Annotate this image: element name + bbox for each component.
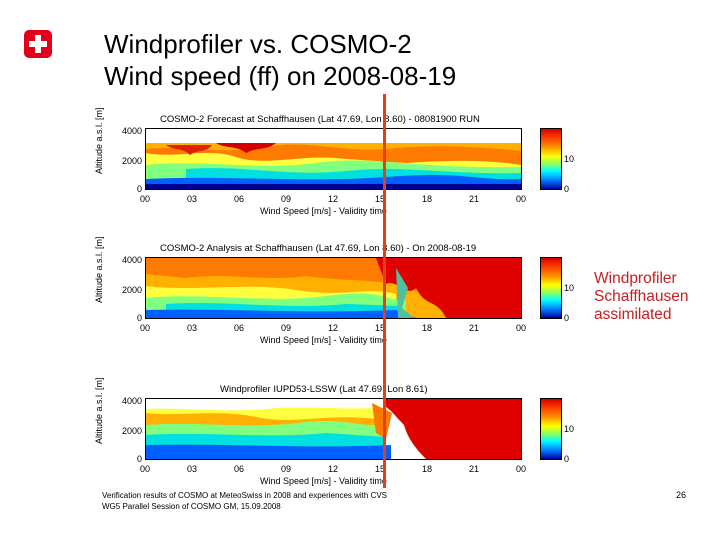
- x-tick: 00: [515, 194, 526, 204]
- x-tick: 18: [421, 194, 432, 204]
- x-tick: 09: [280, 323, 291, 333]
- y-axis-label: Altitude a.s.l. [m]: [94, 236, 104, 303]
- x-tick: 12: [327, 323, 338, 333]
- x-tick: 15: [374, 194, 385, 204]
- analysis-contour-plot: [145, 257, 522, 319]
- x-tick: 12: [327, 464, 338, 474]
- y-tick: 2000: [121, 426, 142, 436]
- x-tick: 21: [468, 323, 479, 333]
- x-tick: 21: [468, 464, 479, 474]
- swiss-cross-icon: [24, 30, 52, 58]
- x-tick: 06: [233, 464, 244, 474]
- colorbar: [540, 128, 562, 190]
- x-tick: 12: [327, 194, 338, 204]
- y-tick: 2000: [121, 285, 142, 295]
- colorbar: [540, 398, 562, 460]
- x-axis-label: Wind Speed [m/s] - Validity time: [260, 206, 387, 216]
- x-tick: 03: [186, 194, 197, 204]
- y-tick: 0: [136, 313, 142, 323]
- footer-line: Verification results of COSMO at MeteoSw…: [102, 491, 388, 500]
- y-tick: 0: [136, 454, 142, 464]
- footer: Verification results of COSMO at MeteoSw…: [102, 490, 387, 512]
- x-tick: 06: [233, 323, 244, 333]
- x-tick: 15: [374, 464, 385, 474]
- page-number: 26: [676, 490, 687, 500]
- y-tick: 4000: [121, 255, 142, 265]
- x-tick: 15: [374, 323, 385, 333]
- windprofiler-contour-plot: [145, 398, 522, 460]
- x-tick: 03: [186, 464, 197, 474]
- colorbar-tick: 10: [564, 283, 575, 293]
- y-tick: 2000: [121, 156, 142, 166]
- x-tick: 00: [139, 323, 150, 333]
- x-tick: 18: [421, 464, 432, 474]
- y-axis-label: Altitude a.s.l. [m]: [94, 377, 104, 444]
- x-tick: 00: [139, 194, 150, 204]
- panel-title: Windprofiler IUPD53-LSSW (Lat 47.69, Lon…: [220, 384, 428, 395]
- y-axis-label: Altitude a.s.l. [m]: [94, 107, 104, 174]
- x-tick: 09: [280, 194, 291, 204]
- panel-title: COSMO-2 Forecast at Schaffhausen (Lat 47…: [160, 114, 480, 125]
- x-tick: 09: [280, 464, 291, 474]
- colorbar: [540, 257, 562, 319]
- title-line-1: Windprofiler vs. COSMO-2: [104, 29, 412, 59]
- x-tick: 00: [515, 323, 526, 333]
- annotation: Windprofiler Schaffhausen assimilated: [594, 270, 689, 324]
- y-tick: 4000: [121, 396, 142, 406]
- x-tick: 00: [139, 464, 150, 474]
- x-axis-label: Wind Speed [m/s] - Validity time: [260, 335, 387, 345]
- colorbar-tick: 0: [564, 184, 570, 194]
- colorbar-tick: 10: [564, 154, 575, 164]
- page-title: Windprofiler vs. COSMO-2 Wind speed (ff)…: [104, 28, 456, 92]
- x-tick: 21: [468, 194, 479, 204]
- x-tick: 00: [515, 464, 526, 474]
- windprofiler-panel: Windprofiler IUPD53-LSSW (Lat 47.69, Lon…: [94, 377, 574, 494]
- colorbar-tick: 0: [564, 454, 570, 464]
- colorbar-tick: 10: [564, 424, 575, 434]
- forecast-panel: COSMO-2 Forecast at Schaffhausen (Lat 47…: [94, 107, 574, 224]
- title-line-2: Wind speed (ff) on 2008-08-19: [104, 61, 457, 91]
- forecast-contour-plot: [145, 128, 522, 190]
- footer-line: WG5 Parallel Session of COSMO GM, 15.09.…: [102, 502, 281, 511]
- annotation-line: assimilated: [594, 306, 672, 323]
- x-tick: 03: [186, 323, 197, 333]
- analysis-panel: COSMO-2 Analysis at Schaffhausen (Lat 47…: [94, 236, 574, 353]
- x-tick: 06: [233, 194, 244, 204]
- x-axis-label: Wind Speed [m/s] - Validity time: [260, 476, 387, 486]
- y-tick: 0: [136, 184, 142, 194]
- y-tick: 4000: [121, 126, 142, 136]
- annotation-line: Schaffhausen: [594, 288, 689, 305]
- panel-title: COSMO-2 Analysis at Schaffhausen (Lat 47…: [160, 243, 477, 254]
- assimilation-time-marker: [383, 94, 386, 488]
- annotation-line: Windprofiler: [594, 270, 677, 287]
- x-tick: 18: [421, 323, 432, 333]
- colorbar-tick: 0: [564, 313, 570, 323]
